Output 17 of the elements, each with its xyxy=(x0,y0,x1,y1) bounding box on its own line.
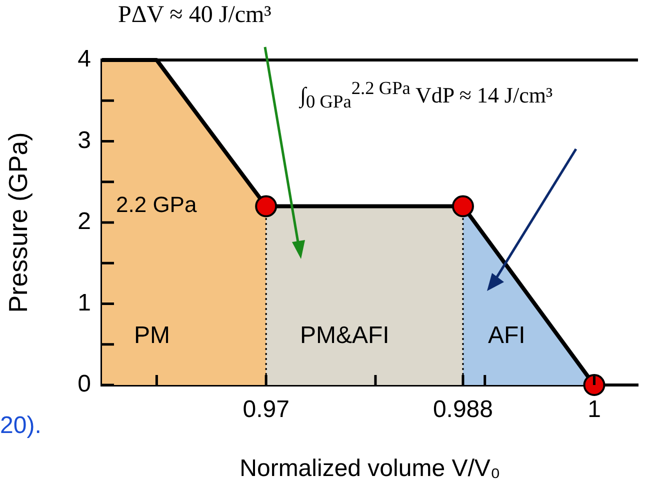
annotation: 2.2 GPa xyxy=(116,192,197,218)
x-tick-label: 0.988 xyxy=(432,396,494,424)
y-tick-label: 3 xyxy=(78,126,91,154)
y-axis-title: Pressure (GPa) xyxy=(2,132,33,313)
y-tick-label: 4 xyxy=(78,46,91,73)
annotation: AFI xyxy=(488,322,526,350)
x-tick-label: 0.97 xyxy=(242,396,290,424)
annotation: PM&AFI xyxy=(300,322,390,350)
x-tick-label: 1 xyxy=(588,396,601,424)
y-tick-label: 1 xyxy=(78,289,91,316)
y-tick-label: 0 xyxy=(78,370,91,398)
annotation: PM xyxy=(134,322,170,350)
x-axis-title: Normalized volume V/V₀ xyxy=(240,455,500,482)
annotation: ∫$_{0 GPa}$$^{2.2 GPa}$ VdP ≈ 14 J/cm³ xyxy=(300,78,553,113)
y-tick-label: 2 xyxy=(78,208,91,236)
text: PΔV ≈ 40 J/cm³ xyxy=(118,2,272,29)
text: 20). xyxy=(0,412,42,440)
